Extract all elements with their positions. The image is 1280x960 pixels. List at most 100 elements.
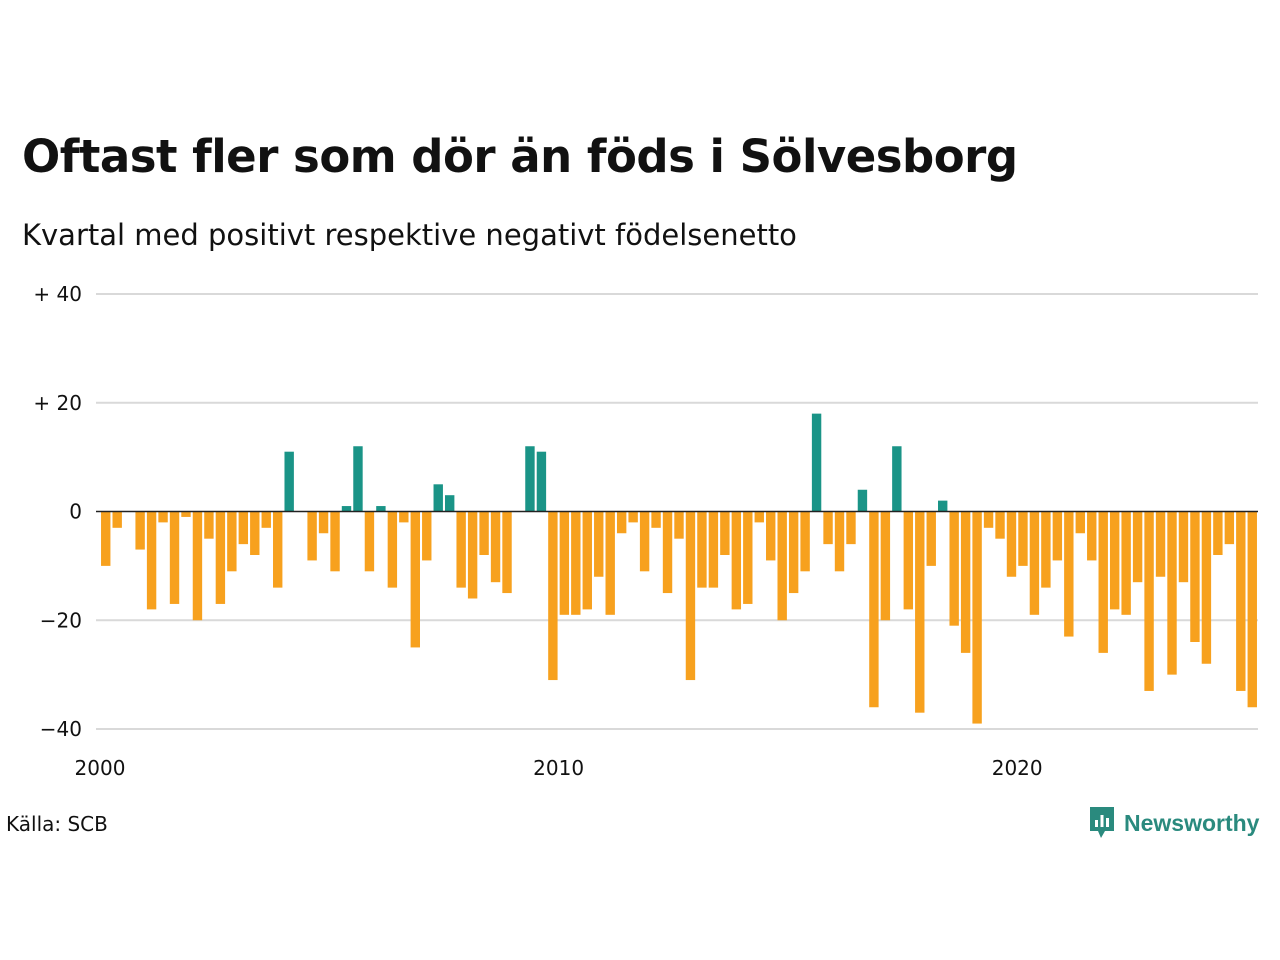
bar xyxy=(754,511,764,523)
bar xyxy=(571,511,581,615)
bar xyxy=(1213,511,1223,555)
bar xyxy=(1052,511,1063,561)
bar xyxy=(1247,511,1257,708)
y-tick-label: + 20 xyxy=(33,391,82,415)
bar xyxy=(1018,511,1028,566)
bar xyxy=(1064,511,1074,637)
bar xyxy=(995,511,1005,539)
bar xyxy=(720,511,730,555)
y-tick-label: + 40 xyxy=(33,282,82,306)
brand-name: Newsworthy xyxy=(1124,809,1260,836)
y-axis: + 40 + 20 0 −20 −40 xyxy=(33,282,82,741)
bar xyxy=(387,511,398,588)
bar xyxy=(846,511,856,545)
bar xyxy=(1006,511,1017,577)
bar xyxy=(823,511,833,545)
bar xyxy=(938,500,948,512)
bar xyxy=(467,511,478,599)
bar xyxy=(743,511,753,604)
bar xyxy=(1075,511,1085,534)
x-axis: 2000 2010 2020 xyxy=(75,756,1043,780)
y-tick-label: 0 xyxy=(69,500,82,524)
bar xyxy=(204,511,214,539)
bar xyxy=(983,511,994,528)
bar xyxy=(146,511,157,610)
bar xyxy=(1201,511,1212,664)
x-tick-label: 2020 xyxy=(992,756,1043,780)
bar xyxy=(399,511,409,523)
y-tick-label: −20 xyxy=(40,608,82,632)
bar xyxy=(869,511,879,708)
brand-logo: Newsworthy xyxy=(1088,804,1259,842)
bar xyxy=(880,511,891,621)
bar xyxy=(422,511,432,561)
chart-subtitle: Kvartal med positivt respektive negativt… xyxy=(22,218,797,252)
bar xyxy=(628,511,638,523)
bar xyxy=(273,511,283,588)
bar xyxy=(376,506,386,512)
bar xyxy=(341,506,352,512)
bar xyxy=(284,451,294,512)
bar xyxy=(1178,511,1189,583)
bar xyxy=(1224,511,1235,545)
bar xyxy=(960,511,971,653)
bar xyxy=(616,511,627,534)
x-tick-label: 2010 xyxy=(533,756,584,780)
bar xyxy=(1167,511,1177,675)
bar xyxy=(892,446,902,512)
bar xyxy=(949,511,959,626)
bar xyxy=(685,511,696,681)
bar xyxy=(697,511,707,588)
bar xyxy=(1087,511,1097,561)
bar xyxy=(777,511,787,621)
bar xyxy=(1236,511,1246,691)
bar xyxy=(1041,511,1051,588)
bars xyxy=(101,413,1257,724)
bar xyxy=(1155,511,1166,577)
bar xyxy=(811,413,822,512)
bar xyxy=(318,511,329,534)
bar xyxy=(1098,511,1108,653)
bar xyxy=(915,511,925,713)
bar xyxy=(1121,511,1131,615)
bar xyxy=(330,511,340,572)
bar xyxy=(800,511,810,572)
bar xyxy=(903,511,914,610)
bar xyxy=(857,489,868,512)
bar xyxy=(594,511,604,577)
bar xyxy=(158,511,168,523)
bar xyxy=(605,511,615,615)
bar xyxy=(101,511,111,566)
bar xyxy=(525,446,535,512)
bar xyxy=(250,511,260,555)
bar xyxy=(135,511,145,550)
bar xyxy=(433,484,443,512)
bar xyxy=(662,511,673,594)
bar xyxy=(731,511,742,610)
y-tick-label: −40 xyxy=(40,717,82,741)
bar xyxy=(490,511,501,583)
bar xyxy=(674,511,684,539)
bar xyxy=(536,451,547,512)
source-note: Källa: SCB xyxy=(6,812,108,836)
bar xyxy=(215,511,226,604)
bar xyxy=(169,511,180,604)
bar xyxy=(926,511,936,566)
bar xyxy=(479,511,489,555)
newsworthy-icon xyxy=(1090,807,1114,838)
bar xyxy=(364,511,375,572)
bar xyxy=(261,511,271,528)
bar xyxy=(834,511,845,572)
bar xyxy=(548,511,558,681)
bar-chart: + 40 + 20 0 −20 −40 2000 2010 2020 xyxy=(33,282,1258,780)
bar xyxy=(502,511,512,594)
bar xyxy=(1144,511,1154,691)
bar xyxy=(410,511,420,648)
bar xyxy=(456,511,466,588)
bar xyxy=(972,511,982,724)
bar xyxy=(181,511,191,517)
bar xyxy=(444,495,455,512)
bar xyxy=(192,511,203,621)
bar xyxy=(639,511,650,572)
bar xyxy=(651,511,661,528)
